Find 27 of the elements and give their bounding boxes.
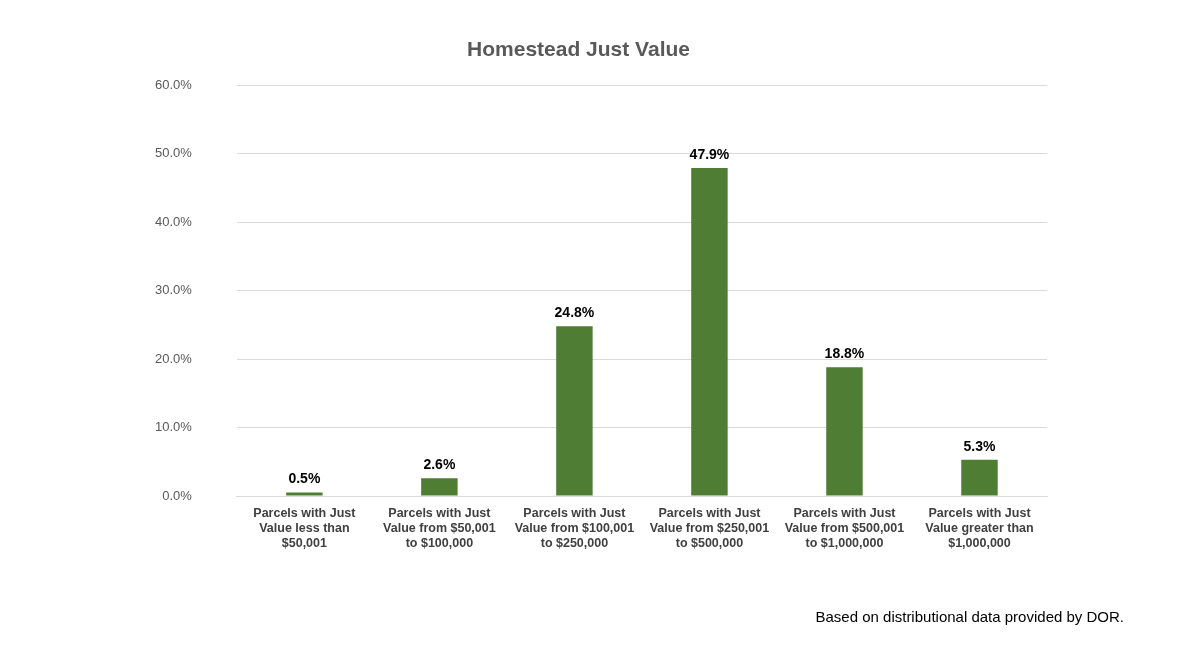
- data-label: 47.9%: [689, 145, 730, 162]
- x-tick-label: Parcels with Just Value from $50,001 to $100,000: [383, 505, 496, 550]
- y-tick-label: 20.0%: [154, 350, 193, 366]
- bar: [691, 168, 728, 496]
- y-tick-label: 50.0%: [154, 145, 193, 161]
- data-label: 18.8%: [824, 345, 865, 362]
- x-tick-label: Parcels with Just Value from $500,001 to $1,000,000: [784, 505, 905, 550]
- x-tick-label: Parcels with Just Value from $250,001 to $500,000: [649, 505, 770, 550]
- bar: [826, 367, 863, 496]
- data-label: 5.3%: [963, 437, 996, 454]
- y-tick-label: 30.0%: [154, 282, 193, 298]
- y-tick-label: 60.0%: [154, 76, 193, 92]
- text: Based on distributional data provided by DOR.: [815, 608, 1124, 625]
- bar: [421, 478, 458, 496]
- data-label: 0.5%: [288, 470, 321, 487]
- data-label: 2.6%: [423, 456, 456, 473]
- x-tick-label: Parcels with Just Value greater than $1,000,000: [925, 505, 1034, 550]
- bar: [556, 326, 593, 496]
- y-tick-label: 10.0%: [154, 419, 193, 435]
- bar: [961, 459, 998, 496]
- data-label: 24.8%: [554, 304, 595, 321]
- y-tick-label: 0.0%: [162, 487, 193, 503]
- x-tick-label: Parcels with Just Value less than $50,001: [253, 505, 357, 550]
- y-tick-label: 40.0%: [154, 213, 193, 229]
- x-tick-label: Parcels with Just Value from $100,001 to $250,000: [514, 505, 635, 550]
- bar: [286, 492, 323, 496]
- chart-title: Homestead Just Value: [467, 37, 690, 61]
